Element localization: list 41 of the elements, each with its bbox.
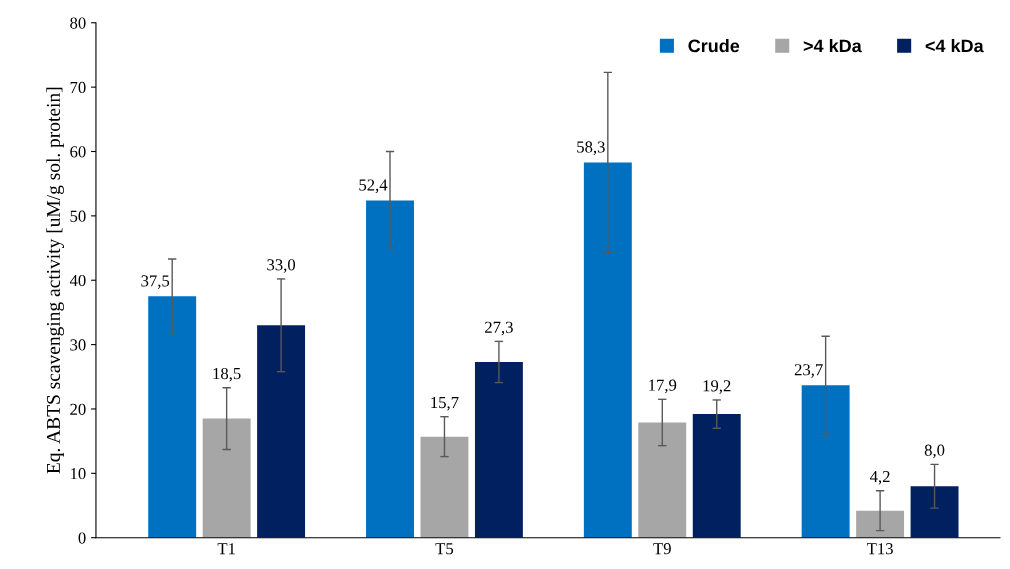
data-label: 37,5 <box>141 275 170 289</box>
data-label: 18,5 <box>213 367 241 382</box>
data-label: 17,9 <box>649 379 677 394</box>
data-label: 19,2 <box>703 380 731 394</box>
data-label: 8,0 <box>924 444 945 459</box>
data-label: 27,3 <box>485 321 513 336</box>
x-tick-label: T13 <box>866 543 893 555</box>
bar <box>910 486 959 538</box>
data-label: 4,2 <box>870 470 890 485</box>
y-tick-label: 40 <box>69 274 86 287</box>
y-tick-label: 10 <box>71 468 86 480</box>
y-tick-label: 60 <box>70 146 86 158</box>
data-label: 58,3 <box>577 141 605 156</box>
bar <box>474 361 523 538</box>
y-tick-label: 20 <box>70 403 86 415</box>
legend-label: Crude <box>688 39 740 53</box>
data-label: 33,0 <box>267 259 296 273</box>
data-label: 52,4 <box>359 179 388 193</box>
bar <box>583 162 632 538</box>
y-tick-label: 80 <box>70 17 86 29</box>
y-tick-label: 0 <box>78 532 86 544</box>
data-label: 23,7 <box>794 364 823 378</box>
bar <box>638 422 687 538</box>
x-tick-label: T5 <box>435 543 454 555</box>
bar <box>692 414 741 538</box>
y-tick-label: 70 <box>70 81 86 94</box>
bar <box>148 296 197 538</box>
x-tick-label: T1 <box>217 543 235 555</box>
data-label: 15,7 <box>431 396 459 411</box>
legend-label: <4 kDa <box>925 39 984 53</box>
bar <box>366 200 414 538</box>
bar <box>202 418 251 538</box>
legend-label: >4 kDa <box>803 39 862 53</box>
y-axis-title: Eq. ABTS scavenging activity [uM/g sol. protein] <box>46 87 65 474</box>
bar <box>257 325 306 538</box>
bar <box>801 385 850 538</box>
bar <box>420 436 469 538</box>
bar <box>856 510 905 538</box>
y-tick-label: 50 <box>70 210 86 222</box>
y-tick-label: 30 <box>70 339 86 351</box>
x-tick-label: T9 <box>653 543 671 555</box>
